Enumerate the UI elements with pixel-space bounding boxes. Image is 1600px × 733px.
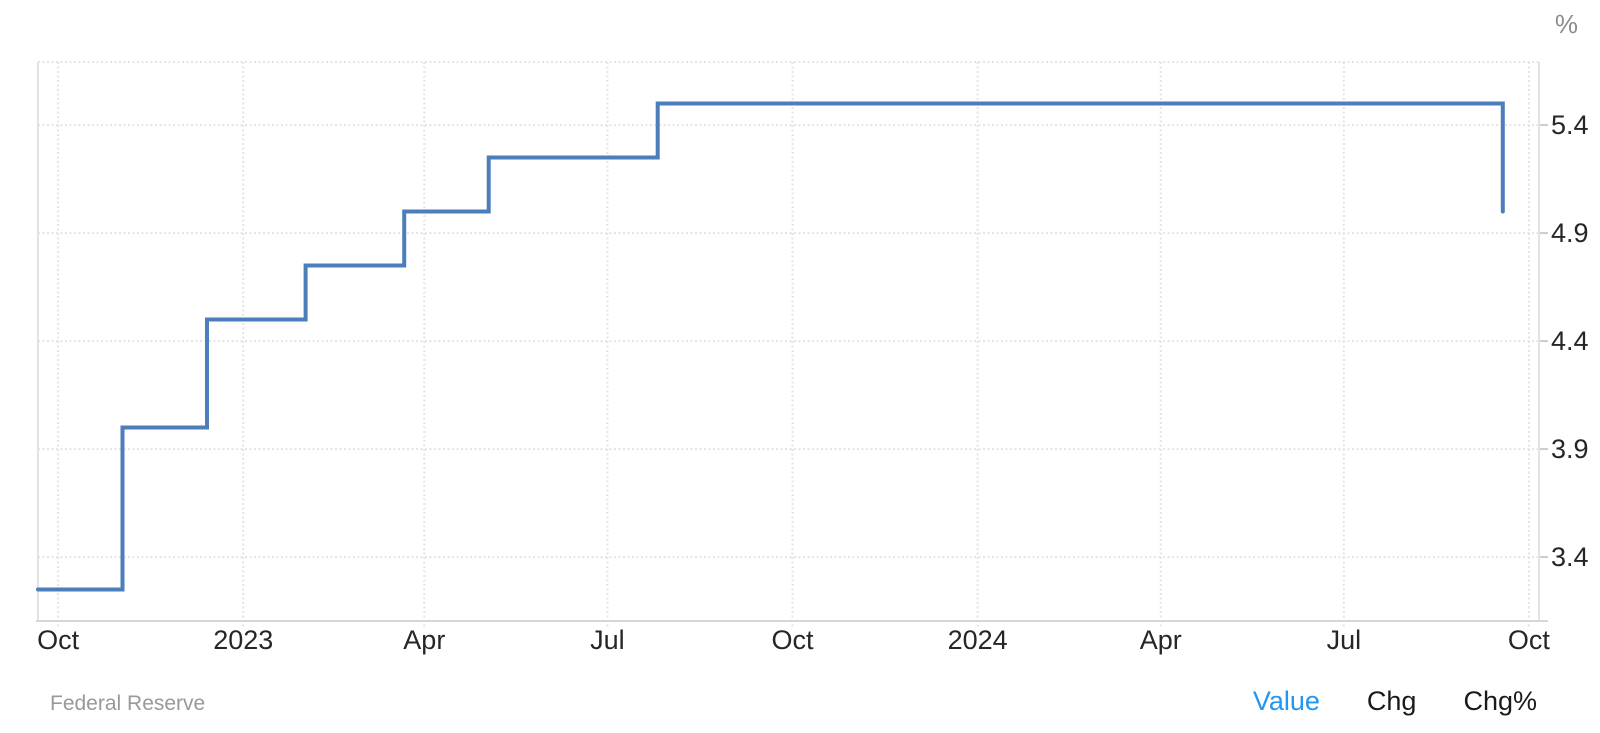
y-axis-label: 3.4 bbox=[1551, 542, 1589, 572]
x-axis-label: Jul bbox=[590, 625, 625, 655]
x-axis-label: Oct bbox=[772, 625, 815, 655]
x-axis-label: Apr bbox=[1140, 625, 1182, 655]
y-axis-label: 5.4 bbox=[1551, 110, 1589, 140]
x-axis-label: Jul bbox=[1327, 625, 1362, 655]
y-axis-label: 4.9 bbox=[1551, 218, 1589, 248]
toggle-chg[interactable]: Chg bbox=[1366, 686, 1417, 716]
x-axis-label: 2023 bbox=[213, 625, 273, 655]
toggle-chg-pct[interactable]: Chg% bbox=[1463, 686, 1537, 716]
chart-footer: Federal Reserve Value Chg Chg% bbox=[50, 686, 1537, 717]
source-link[interactable]: Federal Reserve bbox=[50, 692, 206, 715]
y-axis-unit-label: % bbox=[1555, 9, 1578, 39]
y-axis-label: 3.9 bbox=[1551, 434, 1589, 464]
y-axis-label: 4.4 bbox=[1551, 326, 1589, 356]
x-axis-label: Oct bbox=[1508, 625, 1551, 655]
x-axis-label: 2024 bbox=[948, 625, 1008, 655]
toggle-value[interactable]: Value bbox=[1252, 686, 1320, 716]
x-axis-label: Apr bbox=[403, 625, 445, 655]
x-axis-label: Oct bbox=[37, 625, 80, 655]
value-mode-toggle: Value Chg Chg% bbox=[1253, 686, 1537, 717]
series-line[interactable] bbox=[36, 101, 1505, 592]
